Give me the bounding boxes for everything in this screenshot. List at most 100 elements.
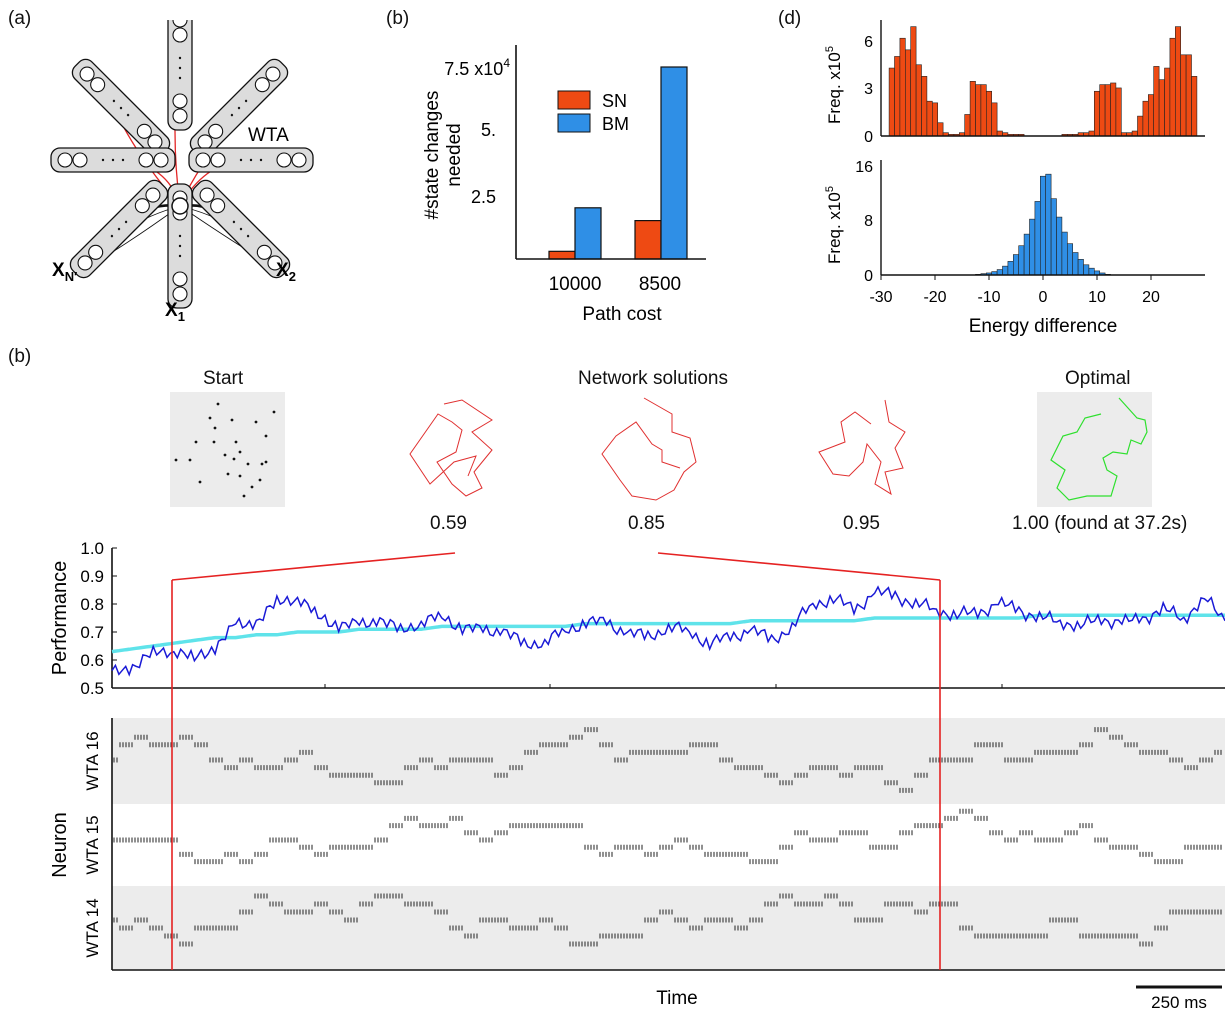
hist-bottom-freq-label: Freq. x105 — [824, 186, 844, 264]
tour-path — [818, 399, 906, 496]
city-point — [188, 458, 192, 462]
solution-tour-2 — [601, 397, 697, 501]
city-point — [174, 458, 178, 462]
city-point — [194, 440, 198, 444]
neuron — [172, 20, 188, 28]
network-solutions-title: Network solutions — [578, 368, 728, 389]
neuron — [79, 66, 95, 82]
raster-band-wta16 — [112, 718, 1225, 804]
state-changes-bar-chart: #state changes needed 7.5 x104 2.5 5. 10… — [422, 45, 706, 325]
city-point — [198, 480, 202, 484]
hist-bar-bm — [1083, 264, 1090, 276]
network-diagram: WTA X1 X2 XN′ — [50, 20, 314, 324]
panel-label-a: (a) — [8, 8, 32, 29]
perf-y-tick-label: 1.0 — [80, 540, 104, 558]
city-point — [213, 426, 217, 430]
hist-bar-bm — [1023, 233, 1030, 276]
hist-bar-sn — [986, 90, 993, 137]
tour-path — [1050, 397, 1148, 501]
hist-bar-sn — [932, 102, 939, 137]
hist-bar-sn — [996, 130, 1003, 137]
hist-x-tick-label: 0 — [1039, 289, 1048, 306]
hist-bar-sn — [1110, 82, 1117, 137]
wta-module — [188, 147, 314, 173]
hist-bar-sn — [1137, 115, 1144, 137]
city-point — [234, 440, 238, 444]
city-point — [208, 416, 212, 420]
solution-tour-3 — [818, 399, 906, 496]
city-point — [272, 410, 276, 414]
x2-label: X2 — [276, 260, 296, 284]
hist-bar-sn — [1180, 54, 1187, 137]
hist-bar-sn — [980, 84, 987, 137]
neuron — [254, 77, 270, 93]
neuron — [172, 108, 188, 124]
wta-module — [167, 20, 193, 131]
hist-top-ytick: 0 — [864, 129, 873, 146]
neuron — [195, 152, 211, 168]
city-points — [174, 402, 276, 498]
central-neuron — [171, 197, 189, 215]
bar-ytick-label: 2.5 — [471, 187, 496, 207]
city-point — [230, 418, 234, 422]
hist-bar-sn — [1158, 79, 1165, 137]
raster-row-label-wta14: WTA 14 — [83, 898, 102, 957]
neuron — [172, 271, 188, 287]
city-point — [242, 494, 246, 498]
hist-bar-sn — [1185, 54, 1192, 137]
wta-module — [69, 179, 169, 279]
hist-bar-sn — [915, 64, 922, 137]
hist-bar-bm — [1040, 175, 1047, 276]
legend-label-bm: BM — [602, 114, 629, 134]
hist-x-tick-label: 10 — [1088, 289, 1106, 306]
city-point — [212, 440, 216, 444]
hist-bar-sn — [1191, 76, 1198, 137]
hist-x-tick-label: -20 — [923, 289, 946, 306]
legend-swatch-bm — [557, 113, 591, 133]
raster-row-label-wta16: WTA 16 — [83, 731, 102, 790]
city-point — [260, 462, 264, 466]
hist-bar-sn — [1104, 84, 1111, 137]
hist-bar-bm — [1061, 231, 1068, 276]
hist-bar-sn — [1164, 67, 1171, 137]
neuron — [147, 134, 163, 150]
bar-bm — [574, 207, 602, 260]
bar-ylabel-line1: #state changes — [422, 91, 443, 220]
perf-y-tick-label: 0.6 — [80, 651, 104, 670]
hist-bar-bm — [1050, 198, 1057, 276]
bar-ytick-label: 5. — [481, 120, 496, 140]
neuron — [256, 244, 272, 260]
optimal-tour — [1037, 392, 1152, 507]
hist-bar-bm — [1029, 218, 1036, 276]
hist-bar-bm — [1067, 243, 1074, 276]
hist-bar-bm — [996, 269, 1003, 276]
bar-exponent-label: 7.5 x104 — [444, 56, 510, 79]
wta-module — [191, 179, 291, 279]
bar-xlabel: Path cost — [582, 304, 662, 325]
raster-band-wta14 — [112, 886, 1225, 970]
hist-bar-sn — [926, 100, 933, 137]
neuron — [90, 77, 106, 93]
wta-module — [50, 147, 176, 173]
hist-bar-sn — [964, 114, 971, 137]
panel-label-b-bottom: (b) — [8, 346, 32, 367]
city-point — [216, 402, 220, 406]
wta-module — [71, 58, 171, 158]
hist-bar-sn — [1153, 66, 1160, 137]
perf-y-ticks: 0.5 0.6 0.7 0.8 0.9 1.0 — [80, 540, 117, 698]
hist-bar-bm — [1007, 261, 1014, 276]
hist-bar-sn — [969, 81, 976, 137]
hist-bar-bm — [1018, 245, 1025, 276]
hist-bar-sn — [910, 26, 917, 137]
solution-3-performance: 0.95 — [843, 513, 880, 534]
solution-2-performance: 0.85 — [628, 513, 665, 534]
highlight-window — [171, 552, 941, 970]
hist-bar-bm — [1088, 267, 1095, 276]
neuron — [199, 187, 215, 203]
bar-category-label: 8500 — [639, 274, 681, 295]
hist-bar-bm — [1002, 265, 1009, 276]
hist-bar-bm — [1034, 201, 1041, 276]
start-title: Start — [203, 368, 244, 389]
neuron — [172, 93, 188, 109]
panel-label-b-top: (b) — [386, 8, 410, 29]
